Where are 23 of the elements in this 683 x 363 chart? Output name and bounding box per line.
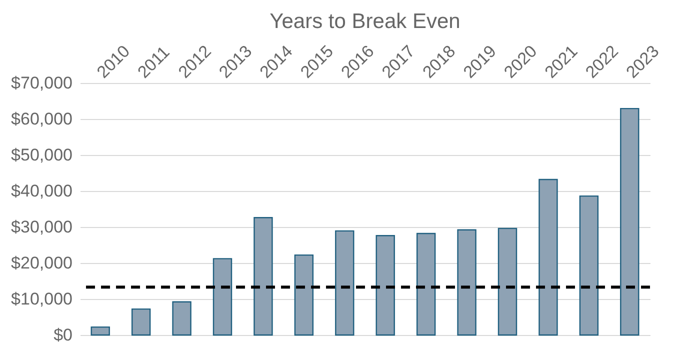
bar: [172, 301, 192, 336]
bar: [90, 326, 110, 336]
y-tick-label: $30,000: [11, 218, 72, 236]
bar: [376, 235, 395, 336]
y-tick-label: $0: [54, 326, 72, 344]
chart-title: Years to Break Even: [270, 10, 460, 33]
bar: [620, 108, 640, 336]
bar: [212, 258, 232, 336]
bar: [579, 195, 599, 336]
bar: [457, 229, 476, 336]
bar: [498, 228, 518, 336]
bar: [538, 178, 558, 336]
y-tick-label: $10,000: [11, 290, 72, 308]
bar: [335, 230, 354, 336]
y-tick-label: $20,000: [11, 254, 72, 272]
bar: [131, 308, 151, 336]
y-tick-label: $40,000: [11, 182, 72, 200]
y-tick-label: $50,000: [11, 146, 72, 164]
y-tick-label: $60,000: [11, 110, 72, 128]
y-tick-label: $70,000: [11, 74, 72, 92]
bar: [416, 232, 436, 336]
bar: [254, 217, 273, 336]
bar: [294, 254, 314, 336]
